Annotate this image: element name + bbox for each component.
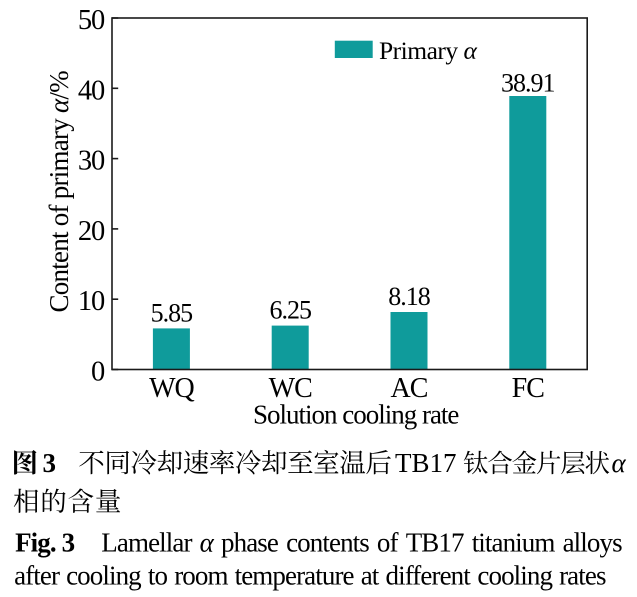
svg-text:to: to [148,560,168,590]
svg-text:Content of primary α/%: Content of primary α/% [44,71,74,313]
svg-text:AC: AC [391,373,428,404]
svg-text:alloys: alloys [563,527,622,557]
svg-text:40: 40 [78,75,105,106]
svg-text:50: 50 [78,5,105,36]
svg-text:TB17: TB17 [395,448,457,478]
svg-text:titanium: titanium [472,527,556,557]
svg-text:Primary α: Primary α [379,36,478,65]
svg-text:5.85: 5.85 [151,298,193,327]
svg-text:room: room [174,560,228,590]
svg-text:at: at [361,560,380,590]
svg-text:cooling: cooling [66,560,141,590]
svg-text:38.91: 38.91 [501,69,555,98]
svg-text:rates: rates [559,560,606,590]
svg-text:Lamellar: Lamellar [101,527,192,557]
svg-text:10: 10 [78,286,105,317]
svg-text:of: of [377,527,399,557]
svg-text:Fig. 3: Fig. 3 [15,527,74,557]
svg-text:α: α [200,527,215,557]
svg-text:Solution cooling rate: Solution cooling rate [253,400,459,430]
svg-text:phase: phase [221,527,279,557]
svg-text:FC: FC [512,373,545,404]
svg-text:WC: WC [269,373,312,404]
svg-text:TB17: TB17 [406,527,464,557]
svg-text:0: 0 [91,357,105,388]
svg-text:30: 30 [78,146,105,177]
svg-text:different: different [386,560,472,590]
svg-text:after: after [14,560,60,590]
svg-text:temperature: temperature [235,560,355,590]
svg-text:WQ: WQ [149,373,194,404]
svg-text:contents: contents [286,527,369,557]
svg-text:8.18: 8.18 [388,282,431,311]
svg-text:3: 3 [43,448,57,478]
svg-text:α: α [612,448,627,478]
svg-text:cooling: cooling [477,560,552,590]
svg-text:20: 20 [78,216,105,247]
svg-text:6.25: 6.25 [269,296,311,325]
